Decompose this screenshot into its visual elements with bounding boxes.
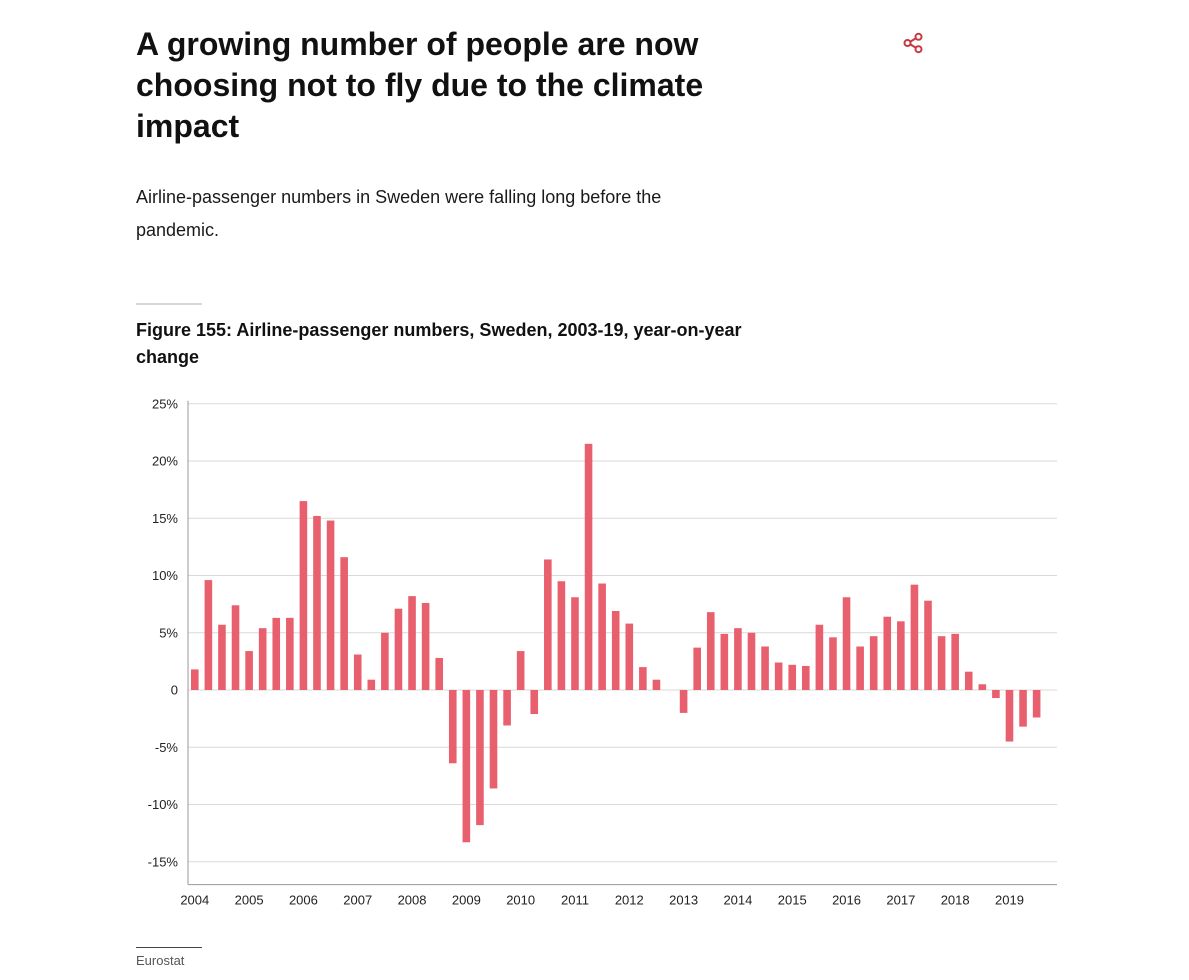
y-tick-label: 20% — [152, 454, 178, 469]
bar — [557, 581, 566, 690]
bar — [326, 520, 335, 690]
bar — [639, 667, 647, 690]
bar — [734, 628, 742, 690]
section-divider — [136, 303, 202, 305]
x-tick-label: 2005 — [235, 893, 264, 908]
bar — [516, 651, 525, 690]
bar — [883, 616, 892, 690]
bar — [910, 584, 919, 690]
y-tick-label: -15% — [148, 854, 179, 869]
bar — [815, 624, 824, 690]
x-tick-label: 2011 — [561, 893, 589, 908]
x-tick-label: 2008 — [398, 893, 427, 908]
bar — [353, 654, 362, 690]
bar — [218, 624, 226, 690]
bar — [978, 684, 987, 690]
x-tick-label: 2018 — [941, 893, 970, 908]
share-icon-graphic — [903, 32, 923, 54]
bar — [476, 690, 484, 826]
bar — [924, 600, 932, 690]
bar — [286, 617, 294, 690]
bar — [856, 646, 864, 690]
bar — [231, 605, 240, 690]
bar — [299, 501, 308, 690]
bar — [598, 583, 606, 690]
y-tick-label: 10% — [152, 568, 178, 583]
bar — [679, 690, 688, 713]
bar — [693, 647, 701, 690]
bar — [1005, 690, 1014, 742]
source-note: Eurostat — [136, 953, 185, 968]
bar — [774, 662, 783, 690]
bar — [408, 596, 416, 690]
bar — [381, 632, 389, 690]
bar — [897, 621, 905, 690]
bar — [842, 597, 851, 690]
bar — [421, 602, 430, 690]
x-tick-label: 2014 — [723, 893, 752, 908]
bar — [706, 612, 715, 690]
y-tick-label: 5% — [159, 625, 178, 640]
bar — [788, 664, 797, 690]
bar — [530, 690, 539, 715]
bar — [394, 608, 403, 690]
x-tick-label: 2004 — [180, 893, 209, 908]
x-tick-label: 2006 — [289, 893, 318, 908]
bar — [747, 632, 756, 690]
x-tick-label: 2015 — [778, 893, 807, 908]
x-tick-label: 2010 — [506, 893, 535, 908]
bar — [1032, 690, 1041, 718]
bar — [544, 559, 552, 690]
bar — [761, 646, 769, 690]
chart-bars — [190, 443, 1041, 843]
x-tick-label: 2007 — [343, 893, 372, 908]
x-tick-label: 2012 — [615, 893, 644, 908]
page-subtitle: Airline-passenger numbers in Sweden were… — [136, 187, 662, 240]
bar — [611, 611, 620, 690]
bar — [964, 671, 973, 690]
y-tick-label: 15% — [152, 511, 178, 526]
bar — [258, 628, 267, 690]
y-tick-label: -5% — [155, 740, 179, 755]
chart-tick-labels: 25% 20% 15% 10% 5% 0 -5% -10% -15% 2004 2005 2006 20… — [148, 396, 1024, 907]
bar — [829, 637, 837, 690]
x-tick-label: 2013 — [669, 893, 698, 908]
page-title: A growing number of people are now choos… — [136, 26, 704, 144]
bar — [1019, 690, 1027, 727]
bar — [340, 557, 348, 690]
bar — [462, 690, 471, 843]
y-tick-label: 25% — [152, 396, 178, 411]
x-tick-label: 2017 — [886, 893, 915, 908]
bar — [313, 515, 321, 690]
chart-axes — [187, 400, 1057, 886]
x-tick-label: 2009 — [452, 893, 481, 908]
bar — [571, 597, 579, 690]
x-tick-label: 2016 — [832, 893, 861, 908]
bar — [869, 636, 878, 690]
source-divider — [136, 947, 202, 948]
bar — [503, 690, 511, 726]
bar — [720, 633, 729, 690]
bar — [245, 651, 253, 690]
bar — [367, 679, 376, 690]
bar — [204, 580, 213, 690]
bar — [435, 657, 443, 690]
x-tick-label: 2019 — [995, 893, 1024, 908]
figure-title: Figure 155: Airline-passenger numbers, S… — [136, 320, 742, 367]
bar — [652, 679, 661, 690]
bar — [802, 665, 810, 690]
share-icon[interactable] — [902, 32, 924, 54]
bar — [951, 633, 959, 690]
y-tick-label: 0 — [171, 683, 178, 698]
bar — [190, 669, 199, 690]
bar — [272, 617, 281, 690]
bar — [937, 636, 946, 690]
bar — [992, 690, 1000, 699]
bar — [625, 623, 634, 690]
bar — [448, 690, 457, 764]
bar — [584, 443, 593, 690]
bar — [489, 690, 498, 789]
y-tick-label: -10% — [148, 797, 179, 812]
